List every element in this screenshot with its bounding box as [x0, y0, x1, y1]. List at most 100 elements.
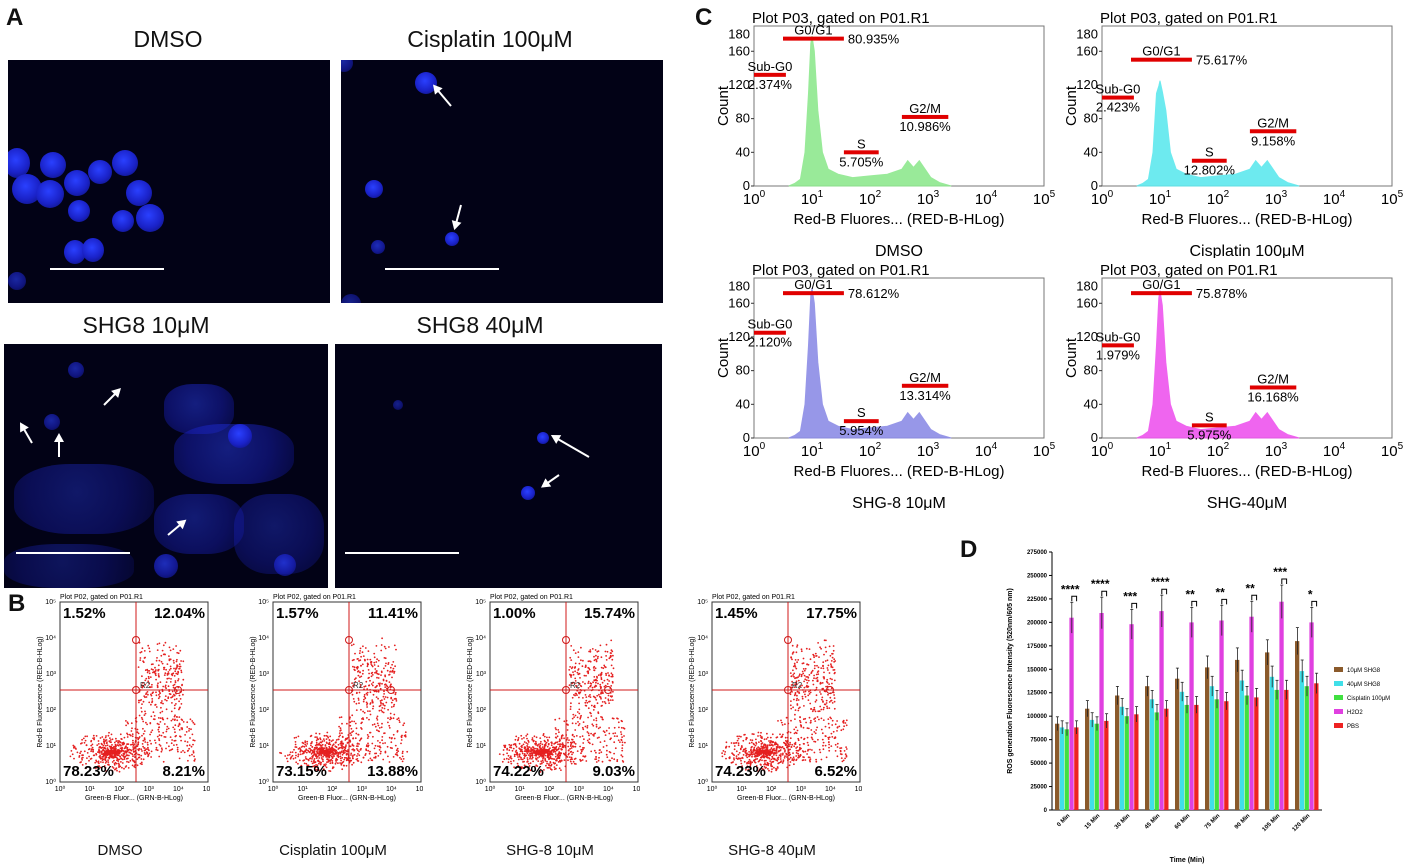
scatter-point [570, 659, 573, 661]
scatter-point [842, 720, 845, 723]
scatter-point [595, 660, 598, 663]
gate-name-g2: G2/M [1257, 115, 1289, 130]
scatter-point [127, 757, 129, 760]
scatter-point [743, 734, 745, 736]
scatter-point [742, 739, 745, 742]
scatter-point [351, 720, 353, 723]
scatter-point [586, 726, 589, 729]
scatter-point [559, 743, 562, 745]
scatter-point [756, 751, 758, 754]
scatter-point [794, 713, 796, 716]
scatter-point [145, 748, 148, 750]
cc-x-tick: 103 [1265, 189, 1288, 208]
scatter-point [595, 698, 598, 701]
scatter-point [761, 737, 763, 739]
scatter-point [136, 758, 139, 760]
scatter-point [823, 639, 826, 642]
scatter-point [297, 735, 300, 738]
scatter-point [352, 698, 355, 700]
scatter-point [755, 738, 757, 741]
ros-bar [1124, 716, 1129, 810]
scatter-point [384, 686, 387, 688]
scatter-point [531, 746, 534, 748]
scatter-point [813, 751, 816, 754]
scatter-point [154, 672, 157, 675]
scatter-point [91, 746, 94, 749]
scatter-point [169, 681, 172, 683]
scatter-point [597, 674, 600, 677]
legend-swatch [1334, 695, 1343, 700]
scatter-point [182, 678, 185, 681]
gate-label: R2 [570, 681, 581, 690]
gate-value-g1: 75.878% [1196, 286, 1248, 301]
scatter-point [178, 729, 181, 731]
scatter-point [95, 752, 97, 755]
scatter-point [322, 760, 324, 763]
scatter-point [553, 758, 556, 760]
cc-x-tick: 102 [1207, 441, 1230, 460]
scatter-point [798, 675, 801, 677]
scatter-point [593, 659, 596, 662]
scatter-point [840, 729, 843, 732]
scatter-point [81, 758, 83, 761]
scatter-point [606, 749, 608, 752]
scatter-point [308, 750, 310, 753]
scatter-point [742, 754, 745, 756]
scatter-point [533, 751, 536, 754]
scatter-point [371, 759, 374, 762]
scatter-point [73, 746, 76, 748]
scatter-point [377, 665, 380, 667]
scatter-point [836, 730, 838, 732]
scatter-point [390, 696, 393, 699]
scatter-point [403, 722, 406, 725]
scatter-point [351, 744, 354, 747]
scatter-point [572, 671, 574, 673]
significance-bracket [1131, 602, 1138, 609]
scatter-point [569, 656, 572, 659]
scatter-point [286, 757, 288, 760]
scatter-point [382, 695, 385, 698]
scatter-point [383, 690, 385, 693]
scatter-point [798, 673, 801, 676]
scatter-point [160, 706, 162, 709]
scatter-point [819, 691, 821, 693]
scatter-point [341, 743, 344, 745]
scatter-point [101, 757, 103, 760]
scatter-point [322, 751, 325, 753]
scatter-point [377, 677, 380, 679]
scatter-point [558, 740, 561, 743]
scatter-point [569, 745, 572, 747]
scatter-point [364, 685, 367, 688]
scatter-point [622, 761, 625, 763]
scatter-point [569, 705, 572, 708]
scatter-point [791, 686, 794, 689]
scatter-point [745, 737, 748, 739]
scatter-point [530, 749, 533, 751]
scatter-point [789, 741, 791, 744]
scatter-point [305, 748, 308, 751]
scatter-point [757, 735, 759, 737]
scatter-point [590, 750, 593, 753]
gate-bar-g1 [783, 291, 844, 296]
x-tick-label: 10⁵ [416, 786, 423, 793]
scatter-point [144, 749, 147, 752]
scatter-point [819, 751, 822, 754]
scatter-point [522, 767, 524, 769]
scatter-point [797, 707, 800, 710]
scatter-point [823, 677, 825, 680]
scatter-point [517, 738, 520, 741]
scatter-point [753, 743, 755, 746]
scatter-point [118, 766, 120, 768]
scatter-point [802, 726, 805, 729]
scatter-point [724, 751, 727, 753]
cc-y-tick: 160 [728, 43, 750, 58]
scatter-point [612, 654, 614, 657]
cc-x-tick: 103 [917, 189, 940, 208]
scatter-point [297, 762, 299, 765]
scatter-point [373, 747, 376, 750]
scatter-point [504, 745, 506, 747]
scatter-point [148, 701, 151, 704]
quadrant-ul: 1.45% [715, 605, 758, 622]
scatter-point [620, 726, 623, 729]
scatter-point [725, 757, 727, 760]
